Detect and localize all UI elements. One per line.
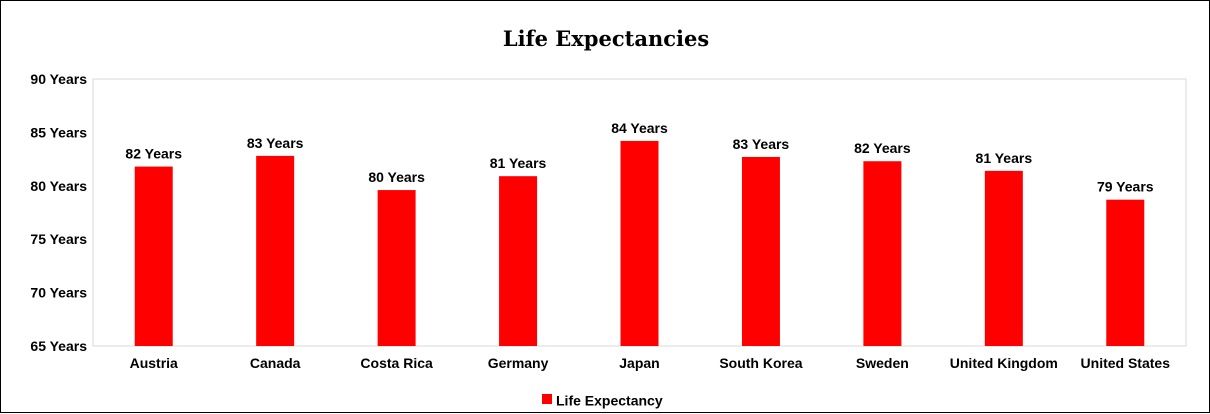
- y-tick-label: 80 Years: [30, 178, 87, 194]
- x-tick-label: United Kingdom: [950, 355, 1058, 371]
- data-label: 84 Years: [611, 120, 668, 136]
- y-tick-label: 85 Years: [30, 124, 87, 140]
- x-axis: Austria Canada Costa Rica Germany Japan South…: [130, 355, 1171, 371]
- bar: [134, 166, 173, 346]
- bar: [741, 156, 780, 346]
- x-tick-label: Sweden: [856, 355, 909, 371]
- x-tick-label: Canada: [250, 355, 301, 371]
- bar: [863, 161, 902, 346]
- y-tick-label: 90 Years: [30, 71, 87, 87]
- data-label: 80 Years: [368, 169, 425, 185]
- x-tick-label: South Korea: [719, 355, 802, 371]
- data-label: 81 Years: [490, 155, 547, 171]
- data-labels: 82 Years 83 Years 80 Years 81 Years 84 Years…: [125, 120, 1153, 195]
- bar: [1106, 199, 1145, 346]
- bar: [499, 176, 538, 346]
- data-label: 83 Years: [247, 135, 304, 151]
- bar: [256, 155, 295, 346]
- data-label: 82 Years: [125, 146, 182, 162]
- bar: [984, 170, 1023, 346]
- legend: Life Expectancy: [542, 393, 663, 409]
- x-tick-label: Germany: [488, 355, 549, 371]
- x-tick-label: Austria: [130, 355, 178, 371]
- y-tick-label: 70 Years: [30, 285, 87, 301]
- chart-title: Life Expectancies: [503, 26, 709, 51]
- legend-label: Life Expectancy: [556, 393, 663, 409]
- y-tick-label: 65 Years: [30, 338, 87, 354]
- bar-series: [134, 140, 1145, 346]
- legend-swatch: [542, 394, 552, 404]
- data-label: 79 Years: [1097, 179, 1154, 195]
- y-tick-label: 75 Years: [30, 231, 87, 247]
- data-label: 83 Years: [733, 136, 790, 152]
- data-label: 81 Years: [976, 150, 1033, 166]
- data-label: 82 Years: [854, 140, 911, 156]
- y-axis: 90 Years 85 Years 80 Years 75 Years 70 Years…: [30, 71, 87, 354]
- x-tick-label: Costa Rica: [360, 355, 433, 371]
- x-tick-label: Japan: [619, 355, 659, 371]
- x-tick-label: United States: [1081, 355, 1171, 371]
- bar: [377, 190, 416, 346]
- bar: [620, 140, 659, 346]
